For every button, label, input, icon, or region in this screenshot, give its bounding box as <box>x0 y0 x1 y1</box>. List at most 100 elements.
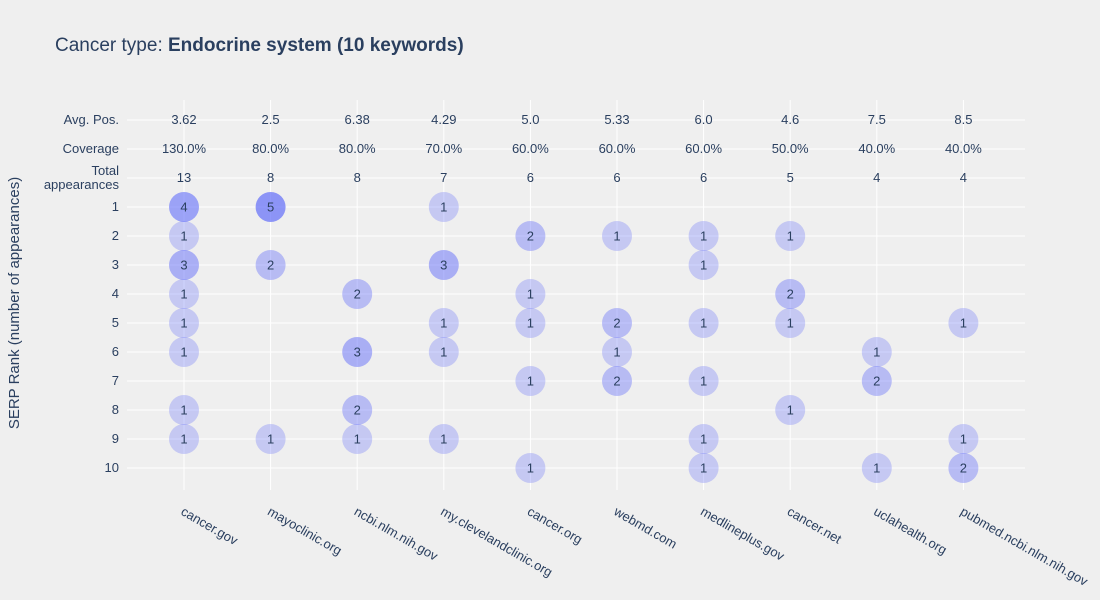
coverage-uclahealth.org: 40.0% <box>858 141 895 156</box>
bubble-label-cancer.gov-rank-3: 3 <box>180 258 187 273</box>
bubble-label-uclahealth.org-rank-6: 1 <box>873 345 880 360</box>
bubble-label-ncbi.nlm.nih.gov-rank-9: 1 <box>354 432 361 447</box>
bubble-label-webmd.com-rank-5: 2 <box>613 316 620 331</box>
bubble-label-ncbi.nlm.nih.gov-rank-4: 2 <box>354 287 361 302</box>
avg-pos-cancer.org: 5.0 <box>521 112 539 127</box>
bubble-label-cancer.org-rank-2: 2 <box>527 229 534 244</box>
total-cancer.net: 5 <box>787 170 794 185</box>
x-tick-cancer.net: cancer.net <box>785 504 845 547</box>
bubble-label-cancer.net-rank-5: 1 <box>787 316 794 331</box>
bubble-label-cancer.gov-rank-4: 1 <box>180 287 187 302</box>
bubble-medlineplus.gov-rank-9 <box>688 424 719 454</box>
bubble-my.clevelandclinic.org-rank-1 <box>428 192 459 222</box>
y-tick-total-line2: appearances <box>44 177 120 192</box>
bubble-cancer.gov-rank-8 <box>169 395 199 425</box>
bubble-label-cancer.net-rank-4: 2 <box>787 287 794 302</box>
y-tick-rank-2: 2 <box>112 228 119 243</box>
y-tick-rank-7: 7 <box>112 373 119 388</box>
avg-pos-pubmed.ncbi.nlm.nih.gov: 8.5 <box>954 112 972 127</box>
bubble-cancer.net-rank-8 <box>775 395 806 425</box>
y-axis-title: SERP Rank (number of appearances) <box>6 177 23 429</box>
bubble-medlineplus.gov-rank-2 <box>688 221 719 251</box>
bubble-cancer.org-rank-4 <box>515 279 546 309</box>
bubble-label-my.clevelandclinic.org-rank-9: 1 <box>440 432 447 447</box>
bubble-cancer.gov-rank-2 <box>169 221 199 251</box>
bubble-label-ncbi.nlm.nih.gov-rank-8: 2 <box>354 403 361 418</box>
bubble-label-medlineplus.gov-rank-5: 1 <box>700 316 707 331</box>
coverage-ncbi.nlm.nih.gov: 80.0% <box>339 141 376 156</box>
bubble-label-pubmed.ncbi.nlm.nih.gov-rank-5: 1 <box>960 316 967 331</box>
grid-lines <box>127 100 1025 490</box>
coverage-cancer.org: 60.0% <box>512 141 549 156</box>
x-tick-mayoclinic.org: mayoclinic.org <box>265 504 344 559</box>
bubble-uclahealth.org-rank-10 <box>861 453 892 483</box>
bubble-label-uclahealth.org-rank-7: 2 <box>873 374 880 389</box>
y-tick-rank-1: 1 <box>112 199 119 214</box>
y-tick-total-line1: Total <box>92 163 120 178</box>
bubble-label-cancer.org-rank-7: 1 <box>527 374 534 389</box>
bubble-label-ncbi.nlm.nih.gov-rank-6: 3 <box>354 345 361 360</box>
bubble-label-medlineplus.gov-rank-3: 1 <box>700 258 707 273</box>
x-tick-ncbi.nlm.nih.gov: ncbi.nlm.nih.gov <box>352 504 441 564</box>
coverage-webmd.com: 60.0% <box>599 141 636 156</box>
bubble-medlineplus.gov-rank-3 <box>688 250 719 280</box>
bubble-mayoclinic.org-rank-9 <box>255 424 286 454</box>
bubble-medlineplus.gov-rank-7 <box>688 366 719 396</box>
bubble-my.clevelandclinic.org-rank-6 <box>428 337 459 367</box>
x-tick-cancer.gov: cancer.gov <box>179 504 241 549</box>
avg-pos-mayoclinic.org: 2.5 <box>262 112 280 127</box>
total-webmd.com: 6 <box>613 170 620 185</box>
x-tick-cancer.org: cancer.org <box>525 504 585 547</box>
chart-title-prefix: Cancer type: <box>55 35 168 56</box>
total-cancer.gov: 13 <box>177 170 191 185</box>
bubble-label-cancer.gov-rank-1: 4 <box>180 200 187 215</box>
bubble-label-cancer.gov-rank-8: 1 <box>180 403 187 418</box>
coverage-cancer.net: 50.0% <box>772 141 809 156</box>
bubbles: 4 1 3 1 1 1 1 1 5 2 1 2 3 2 1 1 3 1 1 1 2 1 1 1 1 1 2 1 2 1 1 1 1 1 1 1 2 1 1 1… <box>169 192 979 483</box>
bubble-medlineplus.gov-rank-10 <box>688 453 719 483</box>
bubble-label-my.clevelandclinic.org-rank-6: 1 <box>440 345 447 360</box>
bubble-label-cancer.gov-rank-6: 1 <box>180 345 187 360</box>
bubble-pubmed.ncbi.nlm.nih.gov-rank-5 <box>948 308 979 338</box>
y-tick-rank-10: 10 <box>105 460 119 475</box>
bubble-label-mayoclinic.org-rank-1: 5 <box>267 200 274 215</box>
bubble-cancer.net-rank-4 <box>775 279 806 309</box>
x-tick-pubmed.ncbi.nlm.nih.gov: pubmed.ncbi.nlm.nih.gov <box>958 504 1091 590</box>
bubble-label-cancer.org-rank-4: 1 <box>527 287 534 302</box>
bubble-cancer.org-rank-10 <box>515 453 546 483</box>
x-tick-medlineplus.gov: medlineplus.gov <box>698 504 787 564</box>
bubble-cancer.gov-rank-3 <box>169 250 199 280</box>
bubble-label-pubmed.ncbi.nlm.nih.gov-rank-10: 2 <box>960 461 967 476</box>
bubble-label-webmd.com-rank-7: 2 <box>613 374 620 389</box>
bubble-label-my.clevelandclinic.org-rank-1: 1 <box>440 200 447 215</box>
total-ncbi.nlm.nih.gov: 8 <box>354 170 361 185</box>
chart-title: Cancer type: Endocrine system (10 keywor… <box>55 35 464 56</box>
bubble-webmd.com-rank-2 <box>602 221 632 251</box>
avg-pos-uclahealth.org: 7.5 <box>868 112 886 127</box>
bubble-cancer.org-rank-2 <box>515 221 546 251</box>
x-tick-webmd.com: webmd.com <box>611 503 680 552</box>
coverage-mayoclinic.org: 80.0% <box>252 141 289 156</box>
coverage-my.clevelandclinic.org: 70.0% <box>425 141 462 156</box>
bubble-label-medlineplus.gov-rank-7: 1 <box>700 374 707 389</box>
bubble-label-cancer.org-rank-10: 1 <box>527 461 534 476</box>
y-tick-avg-pos: Avg. Pos. <box>64 112 119 127</box>
bubble-uclahealth.org-rank-7 <box>861 366 892 396</box>
bubble-cancer.gov-rank-4 <box>169 279 199 309</box>
bubble-label-my.clevelandclinic.org-rank-3: 3 <box>440 258 447 273</box>
avg-pos-webmd.com: 5.33 <box>604 112 629 127</box>
y-tick-rank-4: 4 <box>112 286 119 301</box>
bubble-cancer.net-rank-5 <box>775 308 806 338</box>
bubble-label-my.clevelandclinic.org-rank-5: 1 <box>440 316 447 331</box>
bubble-ncbi.nlm.nih.gov-rank-9 <box>342 424 373 454</box>
bubble-label-cancer.gov-rank-5: 1 <box>180 316 187 331</box>
coverage-cancer.gov: 130.0% <box>162 141 207 156</box>
bubble-cancer.org-rank-7 <box>515 366 546 396</box>
bubble-webmd.com-rank-5 <box>602 308 632 338</box>
bubble-label-mayoclinic.org-rank-3: 2 <box>267 258 274 273</box>
y-tick-rank-6: 6 <box>112 344 119 359</box>
bubble-cancer.net-rank-2 <box>775 221 806 251</box>
total-mayoclinic.org: 8 <box>267 170 274 185</box>
bubble-cancer.gov-rank-5 <box>169 308 199 338</box>
